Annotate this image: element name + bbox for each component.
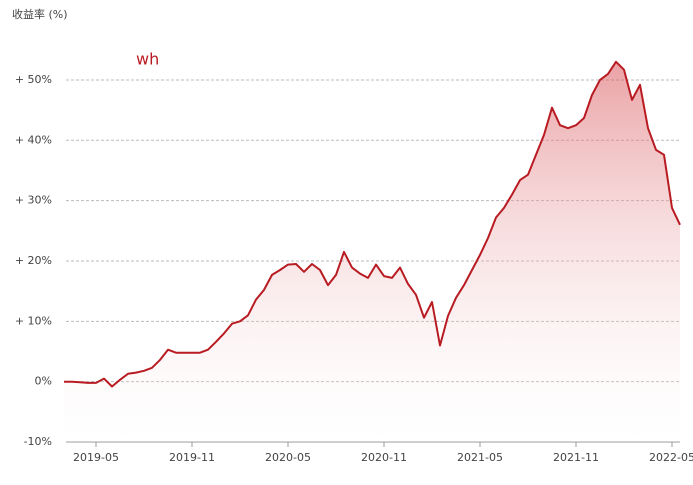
y-tick-label: + 10% — [15, 314, 52, 327]
x-tick-label: 2019-11 — [169, 451, 215, 464]
x-tick-label: 2022-05 — [649, 451, 693, 464]
x-tick-label: 2021-11 — [553, 451, 599, 464]
x-tick-label: 2019-05 — [73, 451, 119, 464]
legend-label: wh — [136, 50, 159, 69]
x-tick-label: 2021-05 — [457, 451, 503, 464]
x-tick-label: 2020-05 — [265, 451, 311, 464]
y-tick-label: 0% — [35, 375, 52, 388]
area — [64, 61, 680, 443]
y-tick-label: + 40% — [15, 133, 52, 146]
y-tick-label: -10% — [24, 435, 52, 448]
y-tick-label: + 30% — [15, 194, 52, 207]
y-tick-label: + 50% — [15, 73, 52, 86]
x-tick-label: 2020-11 — [361, 451, 407, 464]
y-axis-label: 收益率 (%) — [12, 7, 68, 21]
y-tick-label: + 20% — [15, 254, 52, 267]
line — [64, 60, 681, 388]
